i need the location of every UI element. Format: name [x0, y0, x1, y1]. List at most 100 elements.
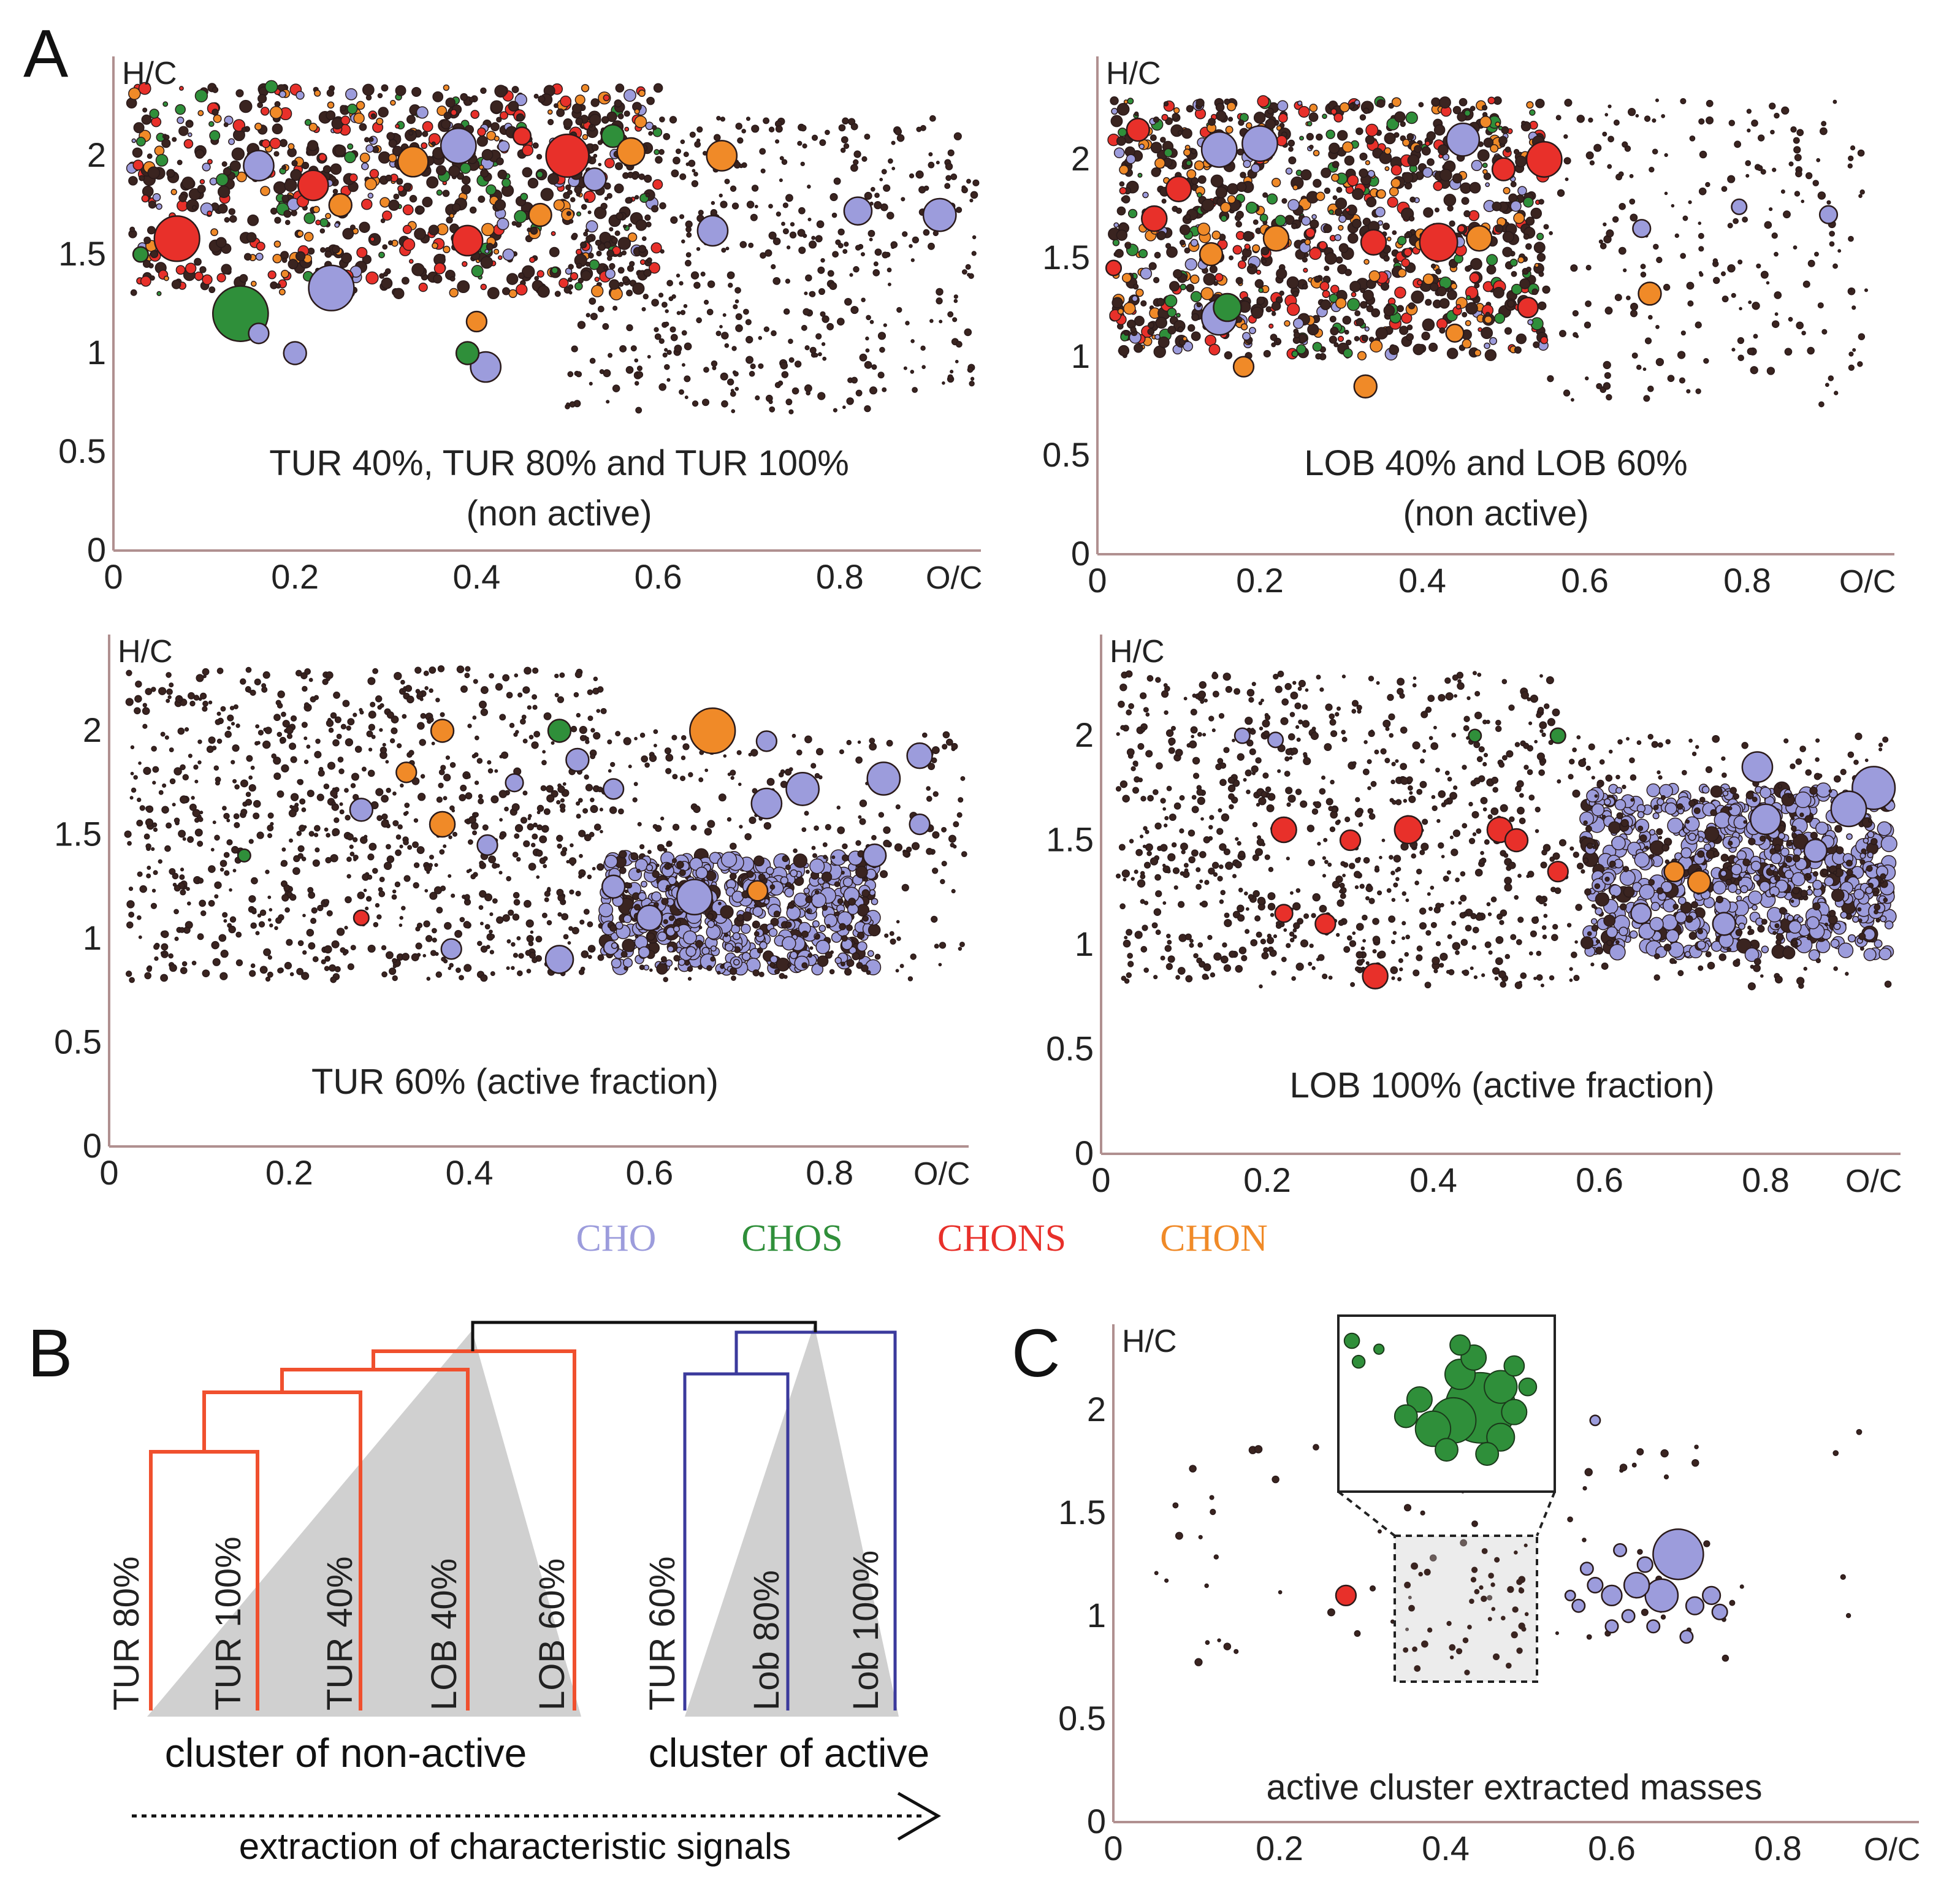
data-point: [1306, 121, 1313, 127]
data-point: [1186, 159, 1192, 166]
data-point: [251, 877, 258, 885]
data-point: [1226, 102, 1237, 112]
data-point: [381, 795, 389, 803]
data-point: [1495, 224, 1504, 233]
data-point: [141, 194, 150, 203]
data-point: [534, 276, 540, 281]
data-point: [231, 760, 235, 765]
data-point: [391, 727, 398, 734]
data-point-cho: [505, 773, 524, 793]
data-point: [478, 905, 484, 910]
data-point: [1412, 741, 1420, 750]
data-point: [1220, 955, 1229, 964]
data-point: [1379, 855, 1382, 860]
data-point: [532, 704, 538, 710]
data-point: [330, 976, 337, 983]
data-point: [745, 335, 753, 344]
data-point: [637, 822, 642, 826]
data-point: [160, 951, 164, 955]
data-point: [1153, 116, 1160, 123]
data-point: [137, 871, 143, 877]
data-point: [1555, 115, 1562, 121]
data-point: [1432, 805, 1438, 812]
data-point: [1312, 341, 1322, 352]
y-tick-label: 0: [87, 530, 106, 569]
data-point: [894, 128, 902, 135]
data-point: [1219, 864, 1224, 869]
data-point: [786, 245, 791, 250]
data-point: [1795, 170, 1802, 178]
data-point-chon: [397, 145, 429, 178]
data-point: [623, 110, 630, 117]
data-point: [1365, 896, 1370, 901]
data-point: [910, 370, 915, 374]
data-point: [1737, 337, 1745, 345]
data-point: [276, 790, 284, 798]
data-point: [1167, 939, 1172, 945]
data-point: [972, 179, 980, 186]
data-point: [395, 124, 400, 129]
data-point: [1354, 99, 1360, 106]
panel-label-a: A: [23, 16, 69, 91]
data-point: [1155, 929, 1161, 936]
data-point: [710, 956, 715, 962]
data-point: [134, 695, 142, 703]
data-point: [748, 752, 752, 757]
data-point: [970, 191, 978, 199]
data-point: [1320, 299, 1331, 310]
data-point: [1747, 128, 1751, 133]
data-point: [1466, 696, 1471, 700]
data-point: [1793, 245, 1798, 250]
data-point: [1731, 348, 1736, 352]
data-point: [758, 971, 765, 977]
data-point: [751, 124, 760, 133]
data-point: [135, 137, 146, 147]
data-point: [362, 83, 375, 96]
data-point: [909, 244, 913, 248]
data-point: [1570, 398, 1574, 402]
data-point: [1131, 295, 1138, 302]
data-point: [623, 958, 633, 968]
data-point: [746, 200, 755, 209]
data-point: [1414, 145, 1422, 153]
data-point: [819, 139, 826, 147]
data-point: [1482, 761, 1487, 767]
data-point: [232, 744, 240, 752]
data-point: [166, 688, 173, 695]
data-point: [1243, 231, 1254, 242]
data-point: [1487, 912, 1492, 917]
data-point: [1772, 167, 1777, 172]
data-point: [871, 364, 877, 370]
data-point: [1536, 253, 1546, 262]
data-point: [1376, 189, 1386, 199]
data-point: [340, 947, 346, 953]
data-point: [1237, 148, 1244, 156]
data-point: [835, 239, 841, 245]
data-point: [353, 854, 359, 860]
data-point: [1211, 231, 1221, 240]
panel-caption: (non active): [466, 494, 652, 533]
data-point: [1295, 788, 1302, 795]
data-point: [625, 197, 632, 204]
data-point: [1356, 704, 1362, 711]
data-point: [1267, 946, 1274, 953]
data-point: [329, 964, 337, 972]
data-point: [327, 101, 335, 109]
data-point: [132, 147, 143, 158]
data-point: [208, 865, 216, 873]
data-point: [758, 874, 766, 881]
data-point: [556, 799, 561, 805]
data-point: [821, 342, 826, 346]
data-point: [254, 123, 262, 131]
data-point: [939, 942, 947, 949]
data-point: [487, 760, 492, 765]
data-point: [834, 881, 841, 888]
data-point: [128, 176, 138, 186]
data-point: [731, 975, 736, 981]
data-point-chons: [153, 215, 200, 262]
data-point: [1428, 342, 1438, 353]
data-point: [646, 257, 652, 263]
data-point: [490, 122, 500, 132]
data-point: [1636, 364, 1642, 370]
data-point: [1135, 288, 1144, 297]
